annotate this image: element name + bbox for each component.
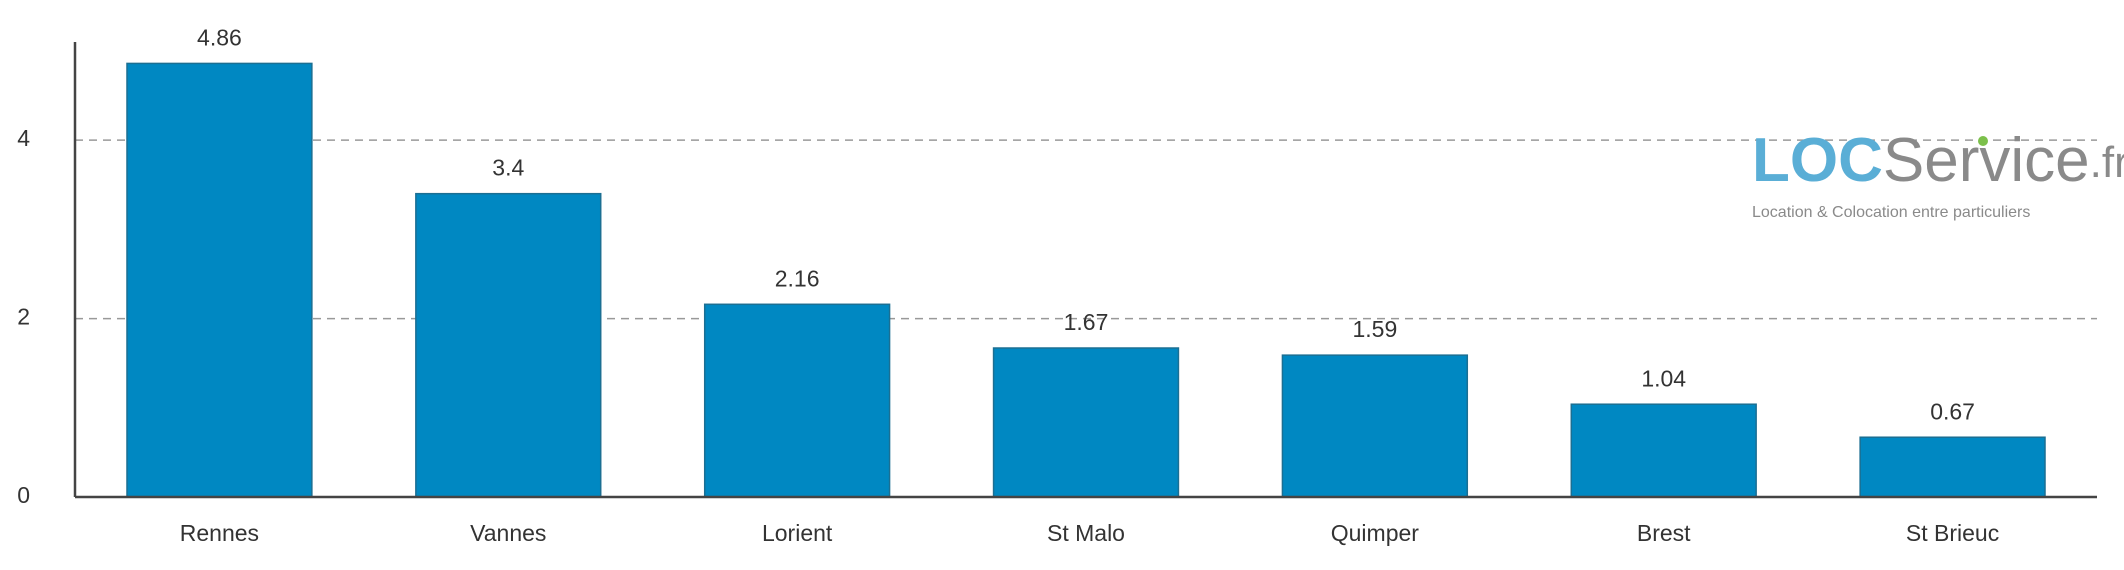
x-tick-label: Brest	[1637, 520, 1691, 546]
bar	[126, 62, 313, 498]
bar	[1281, 354, 1469, 498]
bar	[415, 192, 602, 498]
bar	[1570, 403, 1757, 498]
value-label: 4.86	[197, 24, 242, 50]
x-tick-label: St Brieuc	[1906, 520, 1999, 546]
x-tick-label: Rennes	[180, 520, 259, 546]
y-tick-label: 2	[17, 304, 30, 330]
value-label: 1.04	[1641, 365, 1686, 391]
logo-dot	[1978, 136, 1988, 146]
logo-text: LOCService.fr	[1752, 126, 2124, 195]
logo-brand: LOC	[1752, 126, 1883, 195]
x-tick-label: St Malo	[1047, 520, 1125, 546]
bar	[992, 347, 1180, 498]
x-tick-label: Quimper	[1331, 520, 1420, 546]
plot: 0 2 4 Rennes 4.86 Vannes 3.4 Lorient 2.16 St Malo…	[17, 24, 2097, 546]
logo-tagline: Location & Colocation entre particuliers	[1752, 204, 2030, 221]
x-tick-label: Lorient	[762, 520, 833, 546]
y-tick-label: 4	[17, 125, 30, 151]
value-label: 3.4	[492, 155, 524, 181]
value-label: 0.67	[1930, 398, 1975, 424]
logo-tld: .fr	[2090, 138, 2124, 187]
value-label: 2.16	[775, 265, 820, 291]
bar	[703, 303, 891, 498]
x-tick-label: Vannes	[470, 520, 546, 546]
bar	[1859, 436, 2046, 498]
value-label: 1.59	[1352, 316, 1397, 342]
y-tick-label: 0	[17, 482, 30, 508]
value-label: 1.67	[1064, 309, 1109, 335]
logo: LOCService.fr Location & Colocation entr…	[1752, 126, 2124, 221]
logo-name: Service	[1883, 126, 2090, 195]
